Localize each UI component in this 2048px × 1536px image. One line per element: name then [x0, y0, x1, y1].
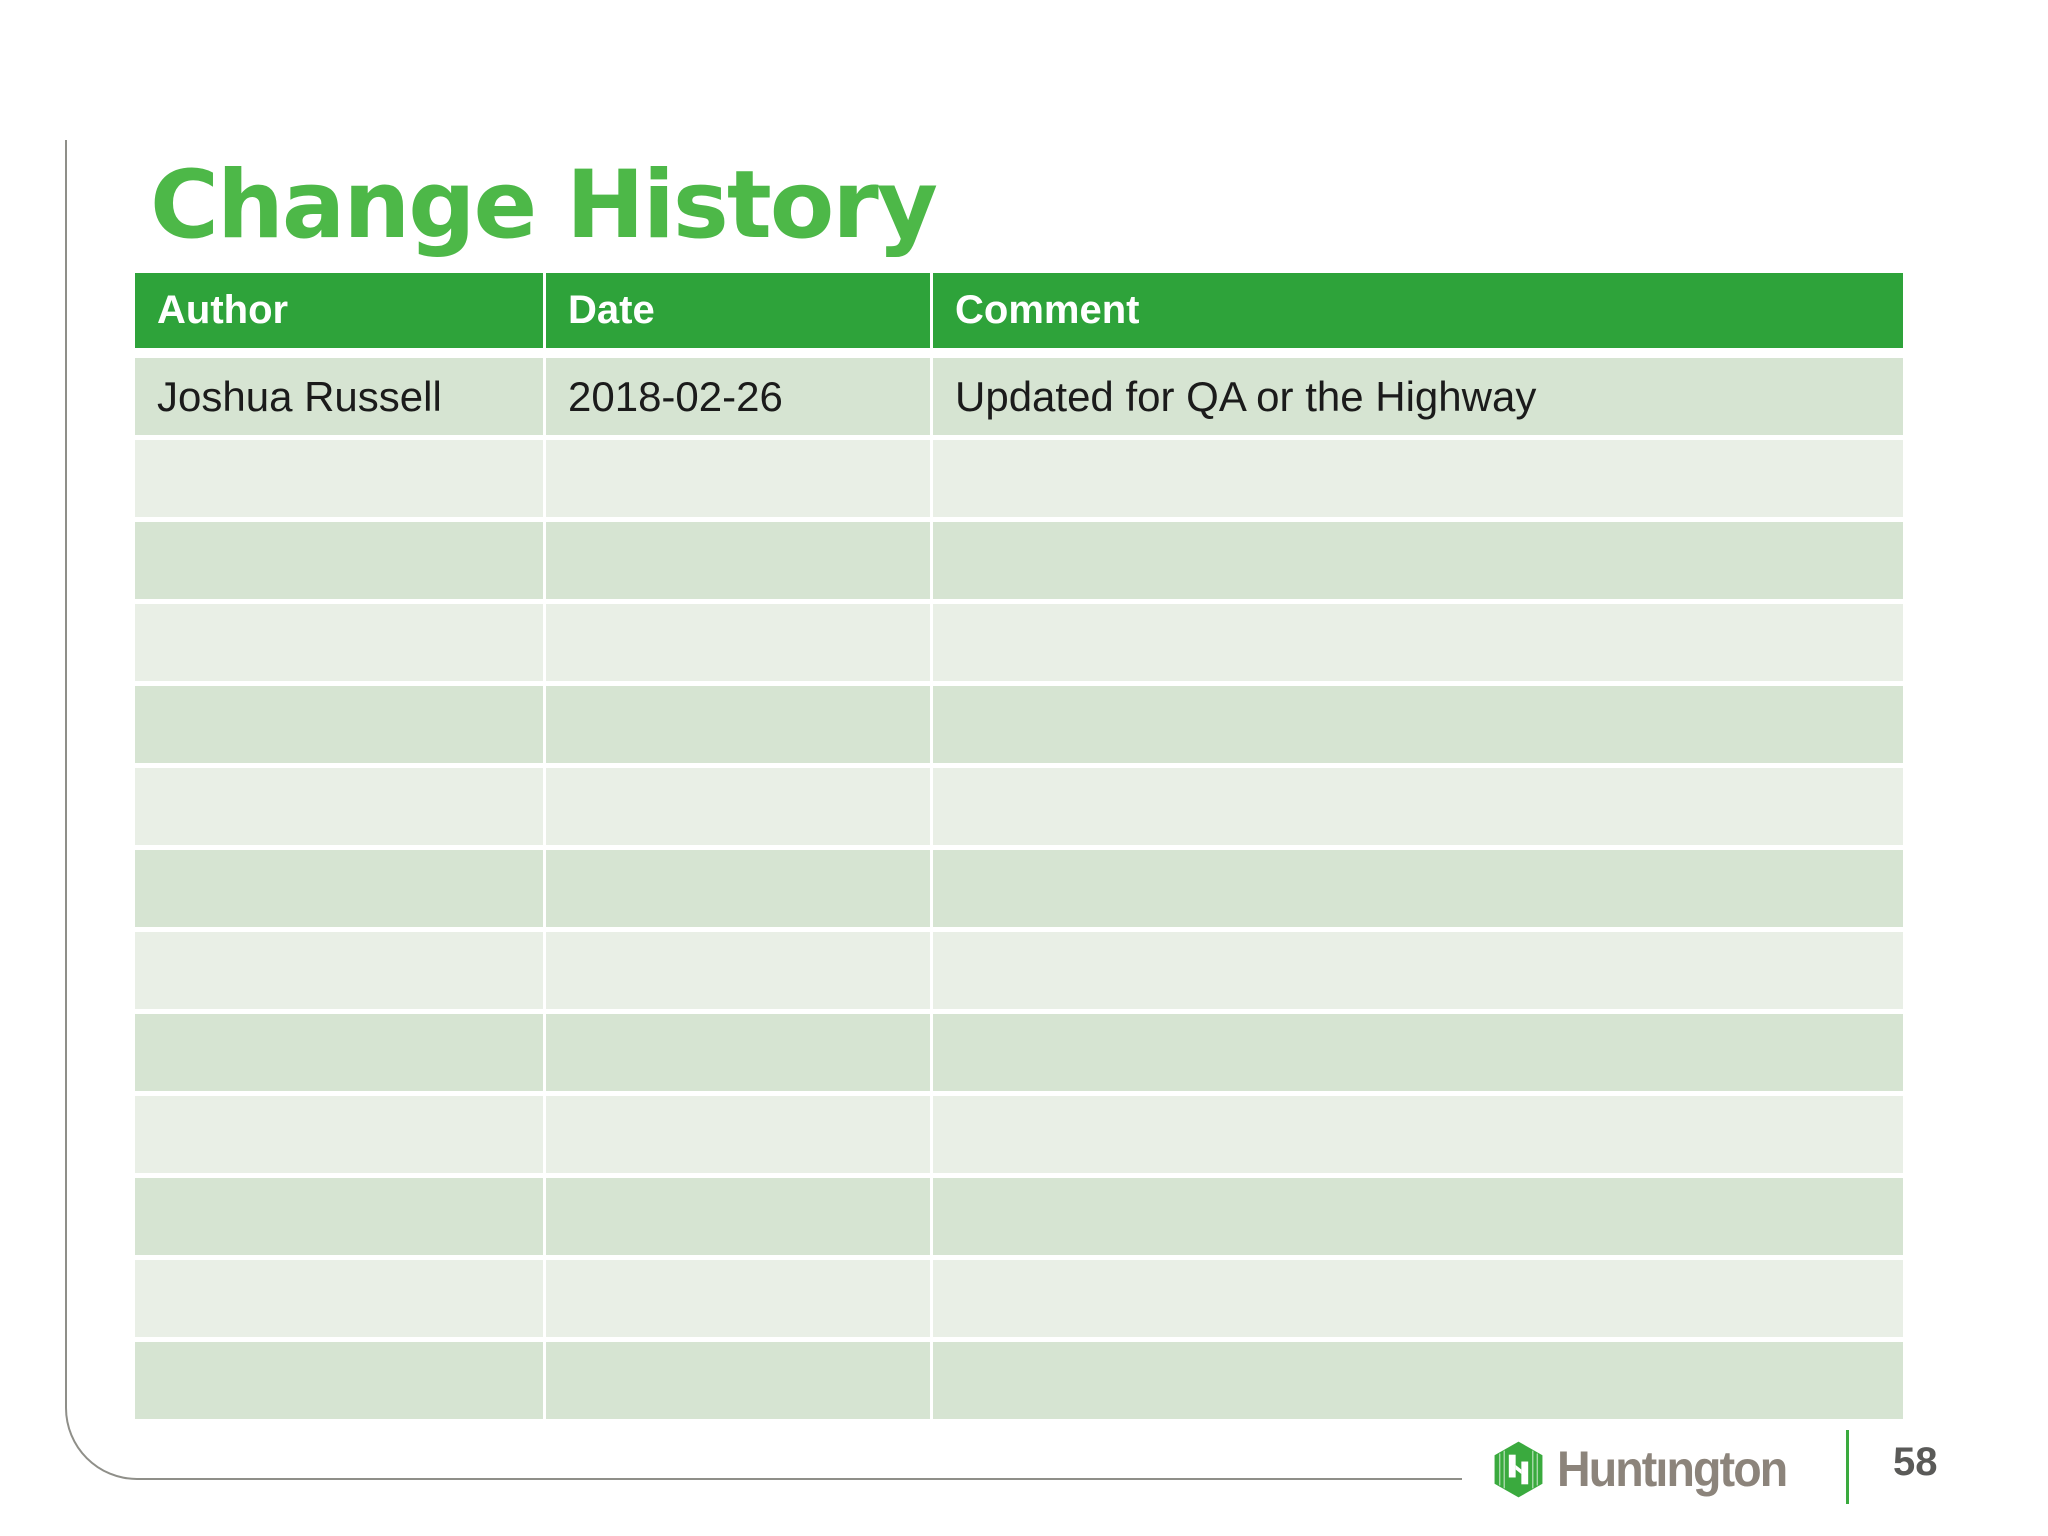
cell-author — [135, 768, 543, 845]
cell-comment — [933, 850, 1903, 927]
column-header-author: Author — [135, 273, 543, 348]
cell-author — [135, 1178, 543, 1255]
cell-date — [546, 686, 930, 763]
table-row — [135, 932, 1903, 1009]
cell-comment — [933, 1342, 1903, 1419]
cell-author — [135, 932, 543, 1009]
table-header-row: Author Date Comment — [135, 273, 1903, 348]
table-row — [135, 1342, 1903, 1419]
cell-date — [546, 604, 930, 681]
cell-date — [546, 932, 930, 1009]
cell-comment — [933, 1178, 1903, 1255]
cell-comment — [933, 768, 1903, 845]
table-row: Joshua Russell 2018-02-26 Updated for QA o… — [135, 358, 1903, 435]
cell-date: 2018-02-26 — [546, 358, 930, 435]
cell-author: Joshua Russell — [135, 358, 543, 435]
cell-date — [546, 1178, 930, 1255]
cell-date — [546, 850, 930, 927]
table-row — [135, 604, 1903, 681]
cell-date — [546, 1096, 930, 1173]
table-row — [135, 850, 1903, 927]
cell-comment — [933, 932, 1903, 1009]
cell-date — [546, 522, 930, 599]
cell-comment — [933, 1260, 1903, 1337]
cell-author — [135, 1096, 543, 1173]
cell-date — [546, 1014, 930, 1091]
cell-comment — [933, 1014, 1903, 1091]
cell-author — [135, 604, 543, 681]
page-number: 58 — [1893, 1440, 1938, 1484]
page-title: Change History — [150, 150, 938, 260]
cell-date — [546, 1260, 930, 1337]
table-row — [135, 1096, 1903, 1173]
table-row — [135, 1014, 1903, 1091]
cell-author — [135, 686, 543, 763]
cell-author — [135, 1260, 543, 1337]
cell-date — [546, 768, 930, 845]
table-row — [135, 768, 1903, 845]
column-header-comment: Comment — [933, 273, 1903, 348]
footer-divider-line — [1846, 1430, 1849, 1504]
cell-author — [135, 522, 543, 599]
table-row — [135, 440, 1903, 517]
brand-wordmark: Huntıngton — [1557, 1441, 1788, 1497]
table-row — [135, 686, 1903, 763]
table-row — [135, 522, 1903, 599]
cell-author — [135, 440, 543, 517]
cell-comment: Updated for QA or the Highway — [933, 358, 1903, 435]
cell-comment — [933, 604, 1903, 681]
cell-comment — [933, 686, 1903, 763]
cell-comment — [933, 1096, 1903, 1173]
cell-comment — [933, 522, 1903, 599]
huntington-logo-icon — [1494, 1441, 1543, 1497]
table-body: Joshua Russell 2018-02-26 Updated for QA o… — [135, 358, 1903, 1419]
cell-author — [135, 1342, 543, 1419]
cell-date — [546, 440, 930, 517]
cell-comment — [933, 440, 1903, 517]
table-row — [135, 1178, 1903, 1255]
footer-brand: Huntıngton — [1490, 1440, 1804, 1498]
cell-date — [546, 1342, 930, 1419]
change-history-table: Author Date Comment Joshua Russell 2018-0… — [135, 273, 1903, 1419]
table-row — [135, 1260, 1903, 1337]
column-header-date: Date — [546, 273, 930, 348]
cell-author — [135, 1014, 543, 1091]
cell-author — [135, 850, 543, 927]
